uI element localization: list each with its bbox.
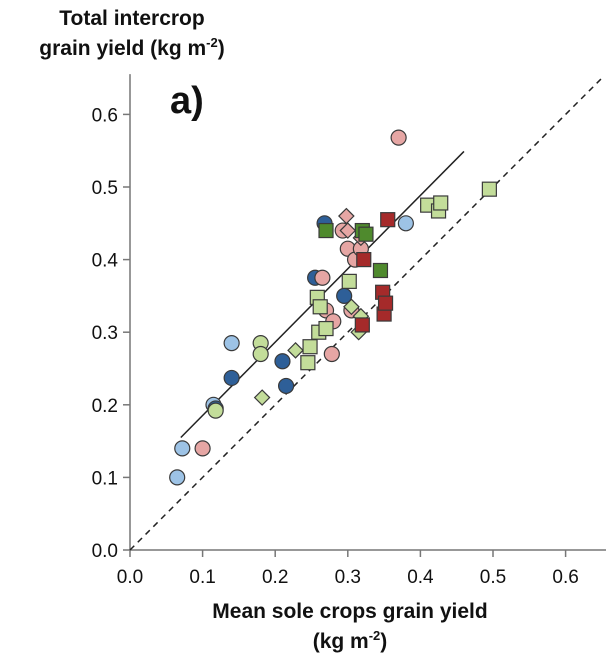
data-point-circle-light_blue	[174, 440, 191, 457]
x-tick-label: 0.5	[480, 567, 506, 588]
data-point-square-light_green	[318, 320, 334, 337]
data-point-circle-light_green	[252, 345, 269, 363]
data-point-square-light_green	[433, 195, 449, 211]
data-point-circle-pink	[323, 345, 340, 363]
y-axis-title: Total intercrop grain yield (kg m-2)	[12, 4, 252, 64]
x-axis-title-line1: Mean sole crops grain yield	[212, 600, 488, 623]
data-point-square-dark_red	[356, 252, 372, 268]
y-tick-label: 0.3	[92, 323, 118, 344]
x-tick-label: 0.3	[335, 567, 361, 588]
data-point-square-light_green	[300, 355, 316, 371]
y-axis-title-line2: grain yield (kg m	[39, 37, 207, 60]
panel-label: a)	[170, 80, 204, 122]
data-point-square-light_green	[341, 273, 357, 289]
x-axis-title-exponent: -2	[368, 628, 381, 643]
y-tick-label: 0.2	[92, 396, 118, 417]
data-point-diamond-light_green	[343, 298, 360, 316]
y-tick-label: 0.1	[92, 468, 118, 489]
data-point-square-dark_green	[358, 226, 374, 242]
data-point-square-dark_red	[354, 317, 370, 333]
data-point-circle-pink	[194, 440, 211, 457]
data-point-circle-pink	[390, 129, 407, 146]
data-point-square-light_green	[481, 181, 497, 197]
data-point-circle-dark_blue	[274, 353, 291, 370]
x-axis-title-close: )	[380, 630, 388, 653]
data-point-square-dark_green	[318, 222, 334, 239]
scatter-chart: 0.0 0.1 0.2 0.3 0.4 0.5 0.6 0.0 0.1 0.2 0.3 0.4 0.5 0…	[92, 74, 606, 588]
y-axis-title-close: )	[217, 37, 225, 60]
data-point-square-light_green	[312, 299, 328, 315]
x-tick-label: 0.2	[262, 567, 288, 588]
y-tick-label: 0.0	[92, 541, 118, 562]
data-point-diamond-light_green	[253, 389, 271, 406]
data-point-square-dark_red	[377, 295, 394, 311]
data-point-circle-light_green	[207, 402, 224, 419]
data-point-diamond-pink	[337, 207, 355, 225]
x-tick-label: 0.4	[407, 567, 434, 588]
x-tick-label: 0.6	[552, 567, 578, 588]
x-tick-label: 0.0	[117, 567, 143, 588]
data-point-circle-light_blue	[397, 215, 414, 232]
x-axis-title: Mean sole crops grain yield (kg m-2)	[170, 597, 530, 657]
data-point-square-dark_green	[372, 262, 389, 279]
data-point-circle-dark_blue	[277, 377, 295, 395]
data-point-circle-light_blue	[169, 469, 186, 486]
data-point-square-dark_red	[380, 212, 396, 228]
x-tick-label: 0.1	[189, 567, 215, 588]
y-tick-label: 0.4	[92, 251, 119, 272]
data-point-circle-pink	[314, 269, 331, 286]
data-point-square-light_green	[302, 339, 318, 355]
data-point-diamond-light_green	[287, 342, 304, 359]
data-point-circle-dark_blue	[223, 369, 240, 387]
data-point-diamond-pink	[339, 222, 357, 239]
y-tick-label: 0.6	[92, 105, 118, 126]
y-tick-label: 0.5	[92, 178, 118, 199]
y-axis-title-exponent: -2	[206, 35, 218, 50]
x-axis-title-line2: (kg m	[312, 630, 369, 653]
y-axis-title-line1: Total intercrop	[59, 7, 205, 30]
data-point-circle-light_blue	[223, 334, 240, 352]
